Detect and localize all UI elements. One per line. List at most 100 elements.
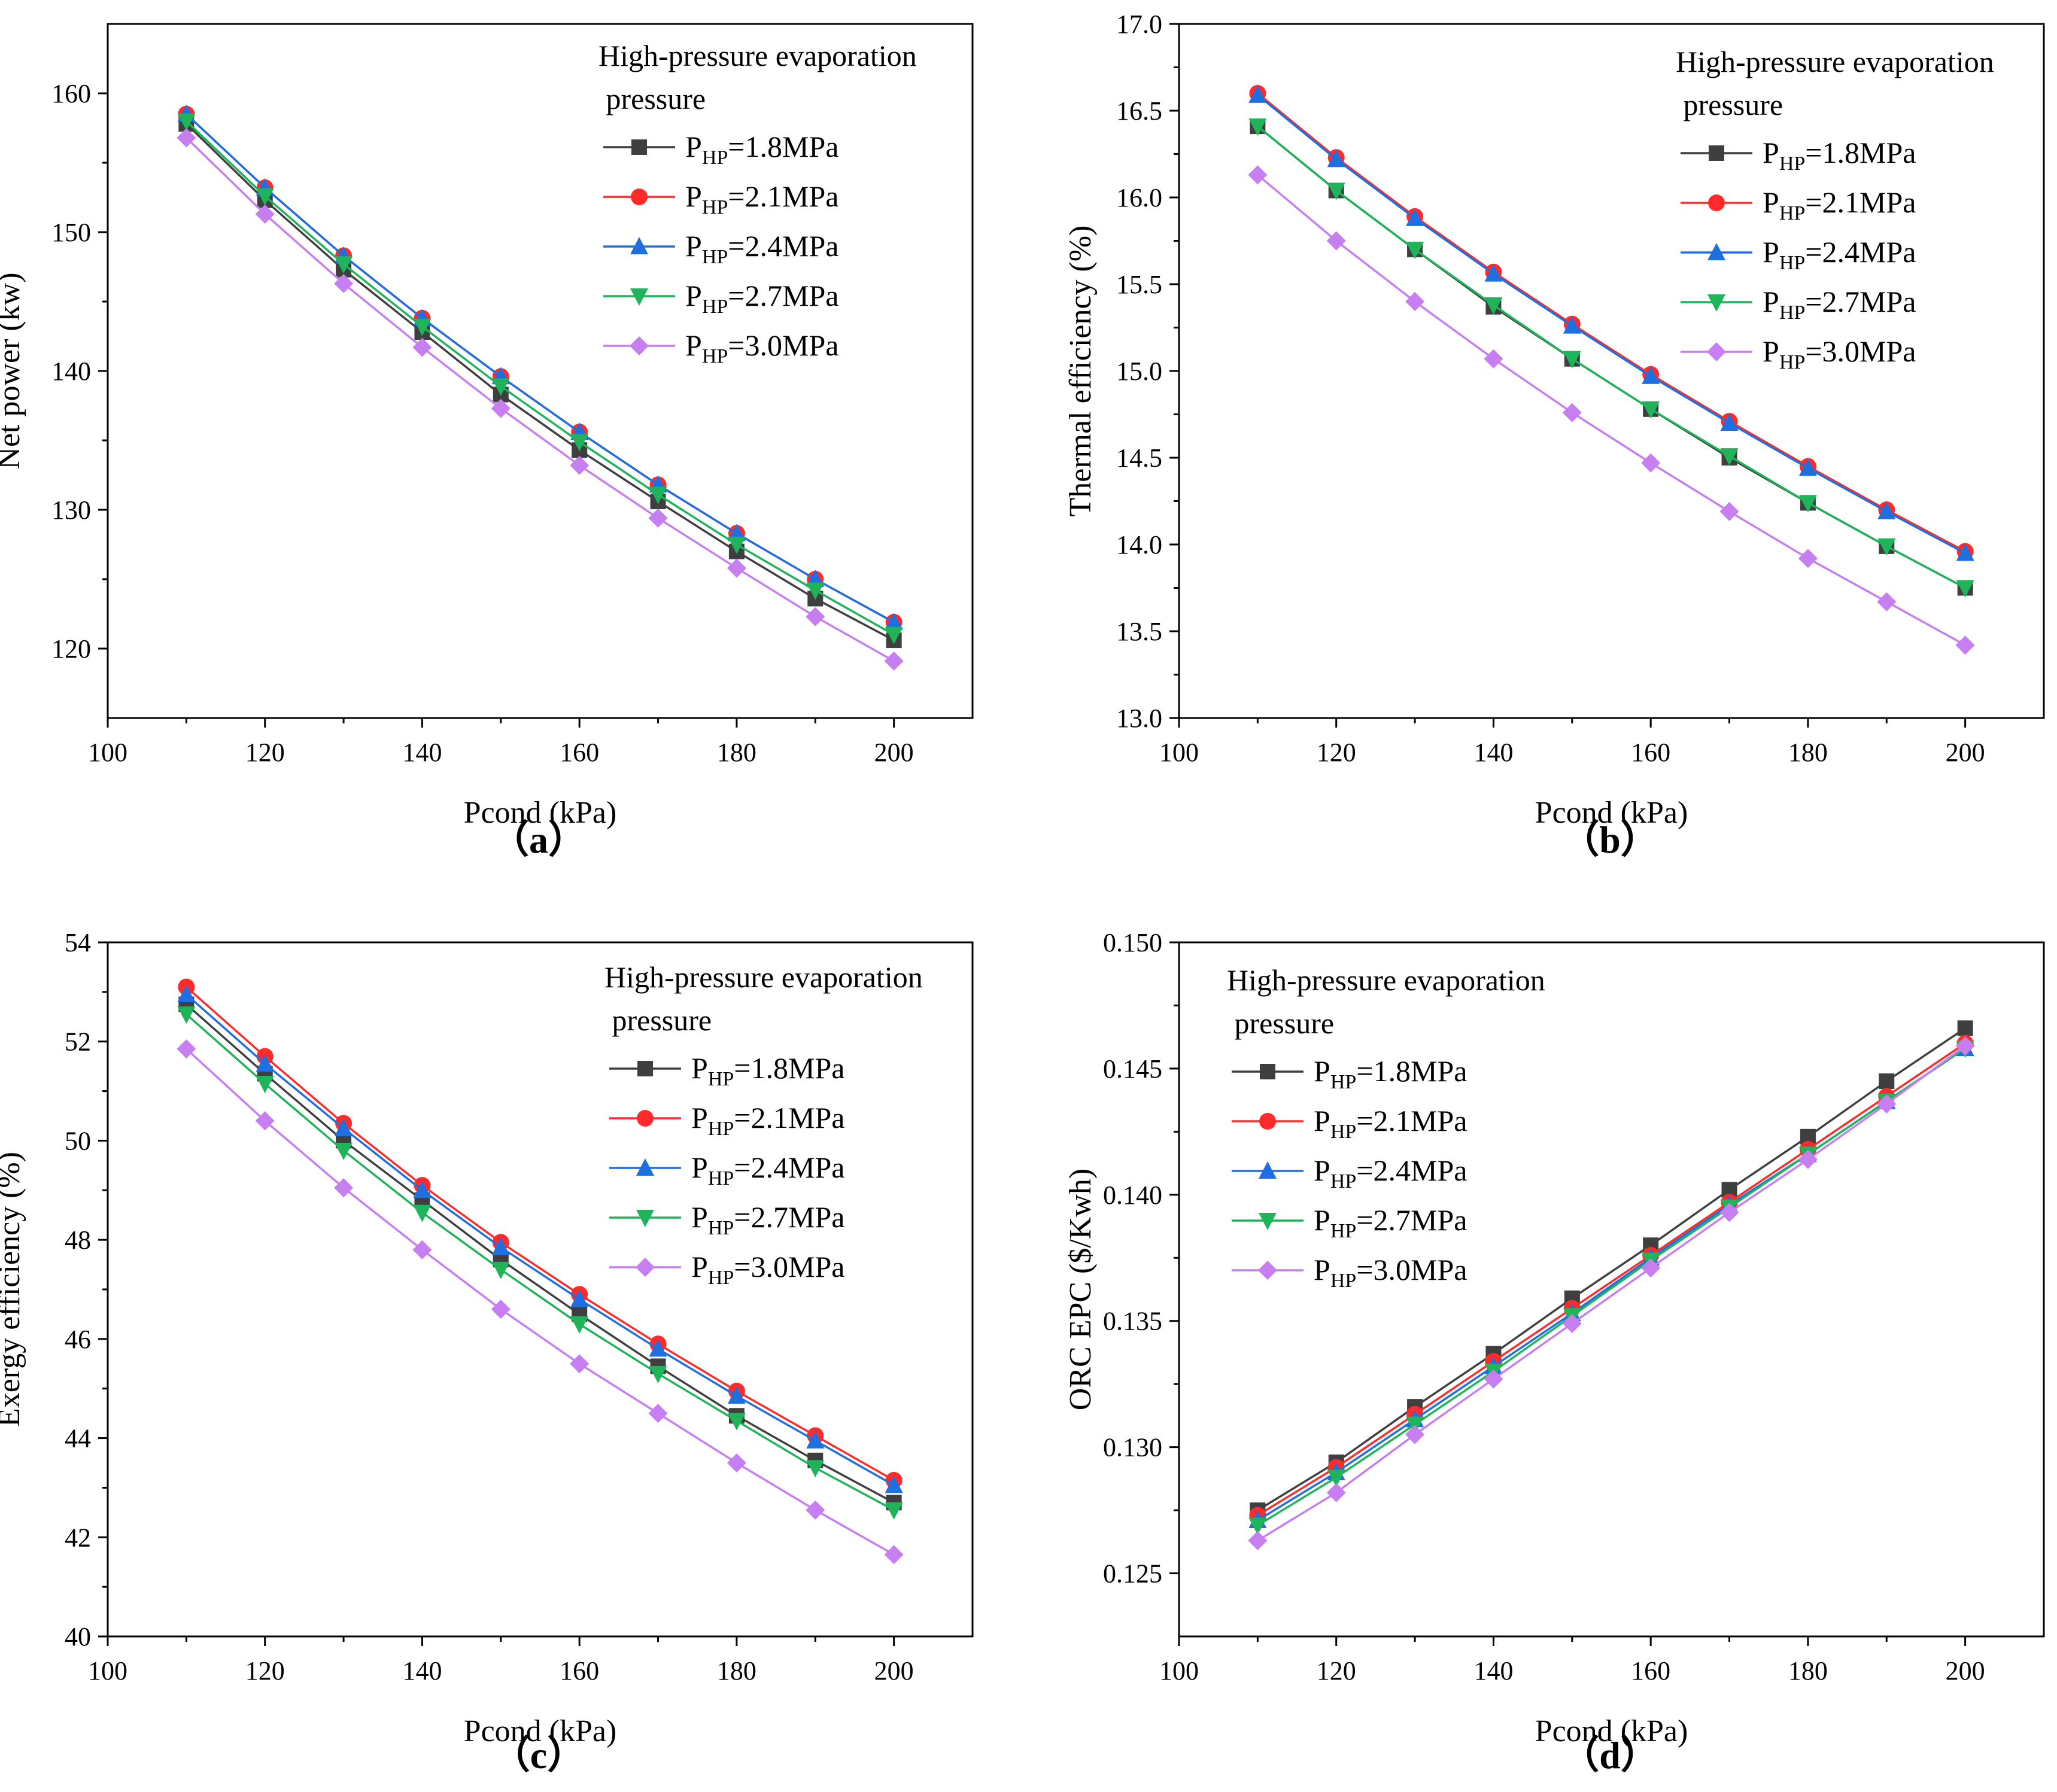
x-axis-title: Pcond (kPa)	[1535, 796, 1688, 830]
series-PHP=3.0MPa	[177, 128, 904, 671]
legend-marker	[630, 237, 648, 254]
data-point	[335, 1143, 353, 1160]
data-point	[727, 558, 746, 578]
y-tick-label: 17.0	[1116, 10, 1162, 39]
legend-label: PHP=2.7MPa	[1763, 285, 1916, 324]
y-tick-label: 0.150	[1103, 928, 1162, 957]
data-point	[1563, 351, 1581, 369]
data-point	[884, 651, 904, 671]
data-point	[1798, 549, 1818, 568]
data-point	[177, 128, 196, 148]
data-point	[1562, 1313, 1582, 1333]
data-point	[570, 434, 589, 452]
data-point	[1327, 182, 1345, 200]
data-point	[1326, 1483, 1346, 1502]
x-tick-label: 120	[245, 738, 285, 767]
panel-label: （d）	[1561, 1734, 1659, 1776]
y-tick-label: 13.5	[1116, 617, 1162, 646]
x-tick-label: 140	[1473, 738, 1513, 767]
data-point	[1484, 349, 1503, 369]
series-line	[1257, 174, 1966, 646]
series-line	[1257, 1042, 1966, 1517]
data-point	[491, 1261, 510, 1279]
x-tick-label: 160	[1631, 738, 1670, 767]
data-point	[1957, 1020, 1973, 1036]
y-tick-label: 16.5	[1116, 96, 1162, 126]
legend-label: PHP=1.8MPa	[691, 1051, 844, 1090]
y-tick-label: 120	[51, 634, 91, 664]
x-axis-title: Pcond (kPa)	[464, 796, 617, 830]
data-point	[412, 1240, 432, 1259]
legend-marker	[630, 288, 648, 306]
y-tick-label: 46	[65, 1325, 91, 1354]
y-axis-title: ORC EPC ($/Kwh)	[1064, 1169, 1098, 1410]
data-point	[491, 1237, 510, 1255]
y-tick-label: 160	[51, 79, 91, 108]
chart-panel-c: 100 120 140 160 180 200 40 42 44 46 48 50 52 54 Pcond …	[0, 928, 974, 1776]
data-point	[177, 1006, 196, 1024]
legend-marker	[1707, 243, 1725, 260]
legend-label: PHP=2.7MPa	[691, 1200, 844, 1239]
data-point	[1484, 264, 1503, 282]
data-point	[256, 188, 274, 206]
data-point	[412, 337, 432, 357]
data-point	[177, 985, 196, 1002]
chart-panel-a: 100 120 140 160 180 200 120 130 140 150 160 Pcond (…	[0, 23, 974, 861]
data-point	[1405, 1425, 1425, 1444]
data-point	[255, 1111, 275, 1131]
data-point	[1798, 1149, 1818, 1169]
legend-label: PHP=3.0MPa	[1314, 1253, 1467, 1292]
legend-marker	[636, 1210, 654, 1227]
legend-label: PHP=1.8MPa	[1763, 136, 1916, 175]
y-tick-label: 50	[65, 1126, 91, 1155]
legend-marker	[630, 336, 649, 355]
data-point	[335, 1118, 353, 1136]
data-point	[255, 204, 275, 224]
data-point	[1877, 501, 1896, 519]
data-point	[1248, 1531, 1268, 1550]
data-point	[806, 1500, 825, 1520]
legend-marker	[1708, 194, 1725, 211]
data-point	[1326, 231, 1346, 251]
y-tick-label: 130	[51, 495, 91, 525]
data-point	[1406, 242, 1424, 259]
data-point	[570, 1289, 589, 1307]
legend-marker	[636, 1158, 654, 1176]
data-point	[334, 1178, 354, 1198]
x-tick-label: 140	[402, 738, 442, 767]
series-line	[186, 1013, 895, 1511]
y-tick-label: 150	[51, 218, 91, 247]
data-point	[727, 1413, 746, 1431]
series-line	[1257, 92, 1966, 553]
y-tick-label: 54	[65, 928, 91, 957]
y-tick-label: 13.0	[1116, 704, 1162, 733]
data-point	[885, 626, 903, 644]
x-tick-label: 180	[717, 1656, 756, 1685]
legend-label: PHP=1.8MPa	[1314, 1054, 1467, 1093]
data-point	[1484, 1369, 1503, 1389]
data-point	[1720, 448, 1739, 466]
data-point	[1405, 292, 1425, 311]
data-point	[1798, 495, 1817, 513]
data-point	[1877, 1094, 1897, 1113]
data-point	[491, 398, 511, 418]
data-point	[570, 455, 590, 475]
data-point	[1879, 1073, 1895, 1089]
legend: High-pressure evaporation pressure PHP=1.…	[604, 960, 923, 1289]
chart-panel-d: 100 120 140 160 180 200 0.125 0.130 0.135 0.140 0.…	[1064, 928, 2045, 1776]
y-tick-label: 42	[65, 1523, 91, 1552]
data-point	[413, 1204, 432, 1222]
legend-label: PHP=3.0MPa	[691, 1250, 844, 1289]
legend: High-pressure evaporation pressure PHP=1.…	[598, 39, 917, 367]
panel-label: （b）	[1561, 819, 1659, 861]
legend-title: High-pressure evaporation	[1227, 963, 1545, 997]
legend-marker	[1260, 1064, 1275, 1079]
data-point	[649, 486, 667, 504]
x-axis-title: Pcond (kPa)	[1535, 1714, 1688, 1748]
data-point	[1327, 150, 1345, 168]
legend-label: PHP=2.7MPa	[1314, 1203, 1467, 1242]
legend-label: PHP=1.8MPa	[685, 130, 838, 169]
data-point	[256, 1076, 274, 1094]
data-point	[648, 508, 668, 528]
